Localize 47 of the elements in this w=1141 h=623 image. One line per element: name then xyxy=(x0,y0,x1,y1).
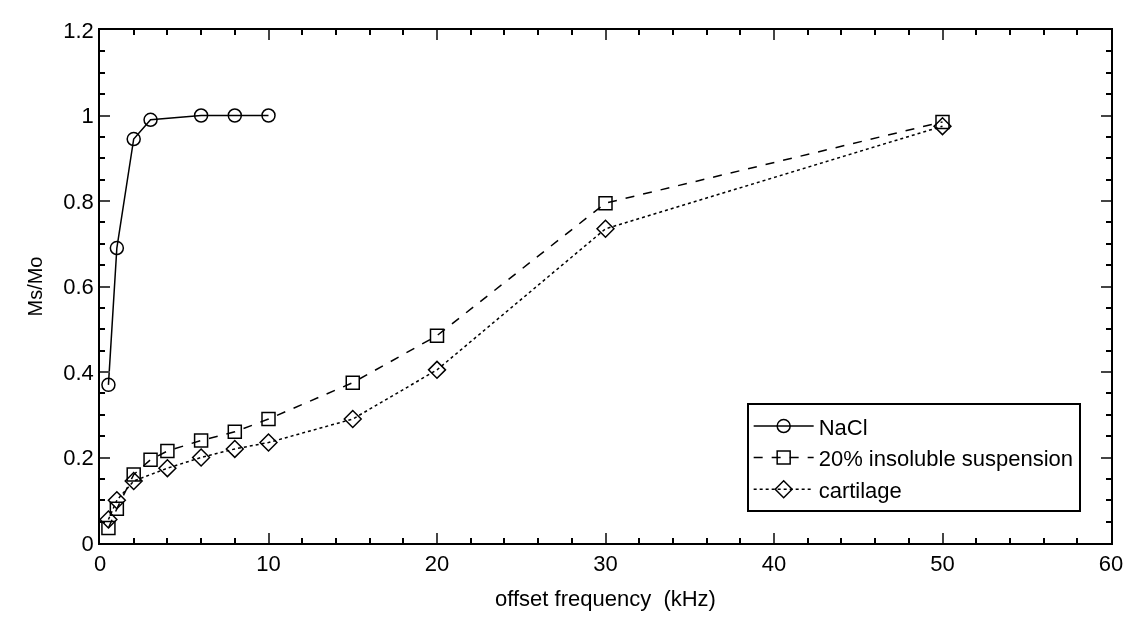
x-axis-title: offset frequency (kHz) xyxy=(495,585,716,611)
point xyxy=(343,409,362,429)
y-tick-label: 0.2 xyxy=(63,445,94,471)
point xyxy=(109,240,125,256)
point xyxy=(427,360,447,380)
point xyxy=(160,443,175,459)
y-tick-label: 1 xyxy=(81,103,94,129)
point xyxy=(935,114,950,130)
legend-label: 20% insoluble suspension xyxy=(818,446,1074,472)
x-tick-label: 60 xyxy=(1098,551,1124,577)
point xyxy=(191,448,211,467)
point xyxy=(598,195,613,211)
point xyxy=(261,411,276,427)
point xyxy=(101,520,116,536)
point xyxy=(193,108,209,123)
y-tick-label: 0 xyxy=(81,530,94,556)
point xyxy=(126,131,141,147)
point xyxy=(193,433,209,448)
legend-label: NaCl xyxy=(818,414,868,440)
x-tick-label: 20 xyxy=(424,551,450,577)
x-tick-label: 40 xyxy=(761,551,787,577)
point xyxy=(101,377,116,393)
point xyxy=(429,328,445,343)
x-tick-label: 30 xyxy=(593,551,618,577)
y-tick-label: 0.8 xyxy=(63,188,94,214)
point xyxy=(109,501,125,517)
point xyxy=(259,433,278,452)
point xyxy=(107,491,127,510)
legend-label: cartilage xyxy=(818,477,902,503)
point xyxy=(124,471,143,491)
point xyxy=(261,108,276,123)
point xyxy=(345,375,360,390)
point xyxy=(227,108,243,123)
point xyxy=(143,452,158,467)
point xyxy=(100,510,118,529)
y-axis-title: Ms/Mo xyxy=(24,256,47,317)
point xyxy=(158,458,177,478)
y-tick-label: 1.2 xyxy=(63,17,94,43)
x-tick-label: 10 xyxy=(256,551,281,577)
point xyxy=(596,219,615,238)
y-tick-label: 0.4 xyxy=(63,359,94,385)
x-tick-label: 50 xyxy=(930,551,955,577)
point xyxy=(225,439,244,459)
point xyxy=(933,116,952,136)
y-tick-label: 0.6 xyxy=(63,274,94,300)
point xyxy=(227,424,243,440)
point xyxy=(143,112,158,128)
